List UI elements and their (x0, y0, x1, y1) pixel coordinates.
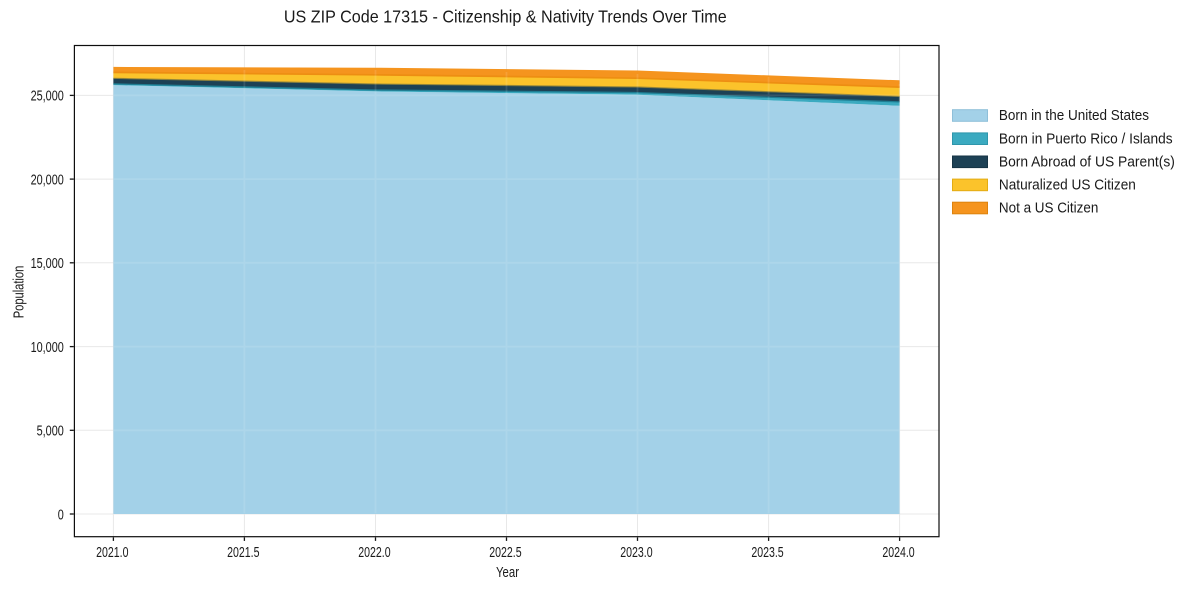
svg-text:Not a US Citizen: Not a US Citizen (999, 199, 1098, 216)
svg-text:2023.5: 2023.5 (751, 543, 783, 560)
svg-text:2023.0: 2023.0 (620, 543, 652, 560)
svg-text:2022.0: 2022.0 (358, 543, 390, 560)
svg-text:US ZIP Code 17315 - Citizenshi: US ZIP Code 17315 - Citizenship & Nativi… (284, 7, 727, 27)
svg-text:2024.0: 2024.0 (882, 543, 914, 560)
svg-text:15,000: 15,000 (31, 254, 64, 271)
svg-text:10,000: 10,000 (31, 338, 64, 355)
svg-text:Born Abroad of US Parent(s): Born Abroad of US Parent(s) (999, 154, 1175, 170)
svg-text:Year: Year (496, 564, 519, 581)
svg-text:Population: Population (10, 266, 27, 319)
svg-text:20,000: 20,000 (31, 171, 64, 188)
svg-text:5,000: 5,000 (37, 422, 64, 439)
svg-text:Born in the United States: Born in the United States (999, 107, 1149, 124)
svg-text:0: 0 (58, 506, 64, 523)
svg-text:2021.5: 2021.5 (227, 543, 259, 560)
svg-text:Born in Puerto Rico / Islands: Born in Puerto Rico / Islands (999, 131, 1173, 148)
svg-text:2022.5: 2022.5 (489, 543, 521, 560)
svg-text:Naturalized US Citizen: Naturalized US Citizen (999, 177, 1136, 194)
svg-text:2021.0: 2021.0 (96, 543, 128, 560)
svg-text:25,000: 25,000 (31, 87, 64, 104)
